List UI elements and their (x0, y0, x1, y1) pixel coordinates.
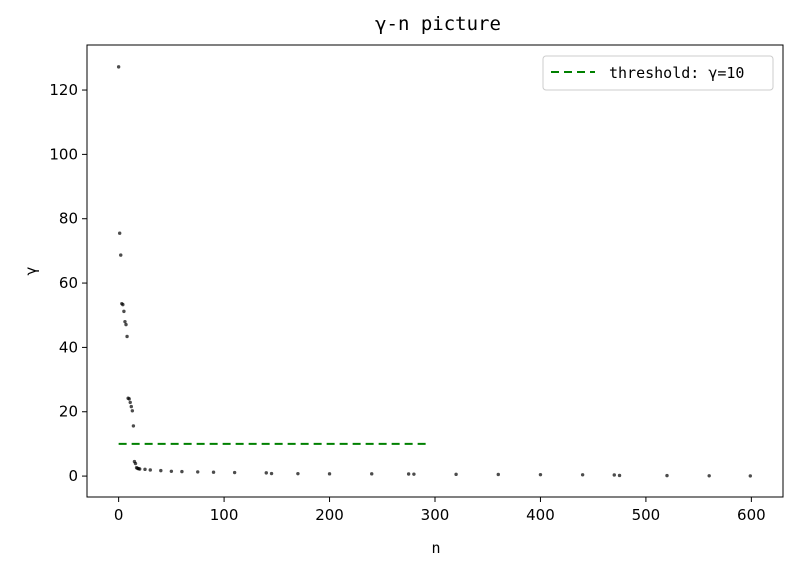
scatter-point (127, 397, 131, 401)
scatter-point (117, 231, 122, 235)
y-tick-label: 60 (59, 274, 78, 292)
y-tick-label: 40 (59, 338, 78, 356)
scatter-point (169, 469, 174, 473)
x-tick-label: 300 (421, 506, 450, 524)
legend: threshold: γ=10 (542, 55, 774, 91)
plot-area (116, 65, 753, 478)
x-tick-label: 600 (737, 506, 766, 524)
scatter-point (665, 473, 669, 478)
scatter-point (370, 472, 374, 476)
x-tick-label: 200 (315, 506, 344, 524)
scatter-point (454, 472, 458, 477)
y-axis-ticks: 0 20 40 60 80 100 120 (49, 81, 87, 485)
x-axis-ticks: 0 100 200 300 400 500 600 (114, 497, 766, 524)
scatter-point (143, 467, 147, 472)
scatter-point (121, 302, 125, 307)
x-tick-label: 400 (526, 506, 555, 524)
scatter-point (131, 424, 136, 428)
y-tick-label: 120 (49, 81, 78, 99)
plot-frame (86, 44, 784, 498)
scatter-point (180, 469, 184, 474)
scatter-point (130, 409, 135, 413)
scatter-point (538, 472, 543, 477)
x-tick-label: 500 (632, 506, 661, 524)
legend-frame (542, 55, 774, 91)
y-tick-label: 100 (49, 145, 78, 163)
x-tick-label: 100 (210, 506, 239, 524)
scatter-point (148, 468, 152, 472)
scatter-point (133, 461, 138, 466)
scatter-point (707, 474, 711, 478)
scatter-point (196, 470, 200, 474)
scatter-point (617, 473, 622, 478)
scatter-point (412, 472, 416, 476)
scatter-point (116, 65, 121, 69)
scatter-point (496, 472, 500, 477)
scatter-point (406, 472, 411, 476)
scatter-point (125, 334, 129, 339)
scatter-point (124, 322, 128, 327)
scatter-point (327, 472, 332, 476)
scatter-point (264, 471, 268, 475)
y-axis-label: γ (22, 266, 40, 275)
x-axis-label: n (431, 539, 440, 557)
scatter-point (232, 470, 237, 475)
scatter-point (129, 404, 133, 409)
scatter-point (119, 253, 123, 257)
scatter-point (269, 471, 274, 476)
scatter-point (612, 473, 616, 477)
scatter-point (211, 470, 216, 474)
scatter-point (128, 400, 132, 405)
scatter-point (748, 474, 753, 478)
scatter-point (580, 473, 585, 477)
legend-threshold-label: threshold: γ=10 (609, 64, 744, 82)
chart-title: γ-n picture (375, 13, 501, 35)
scatter-point (122, 309, 126, 314)
y-tick-label: 80 (59, 210, 78, 228)
scatter-point (138, 467, 142, 471)
scatter-point (123, 319, 127, 324)
scatter-point (296, 471, 300, 476)
x-tick-label: 0 (114, 506, 124, 524)
scatter-point (159, 468, 163, 473)
y-tick-label: 0 (68, 467, 78, 485)
y-tick-label: 20 (59, 403, 78, 421)
